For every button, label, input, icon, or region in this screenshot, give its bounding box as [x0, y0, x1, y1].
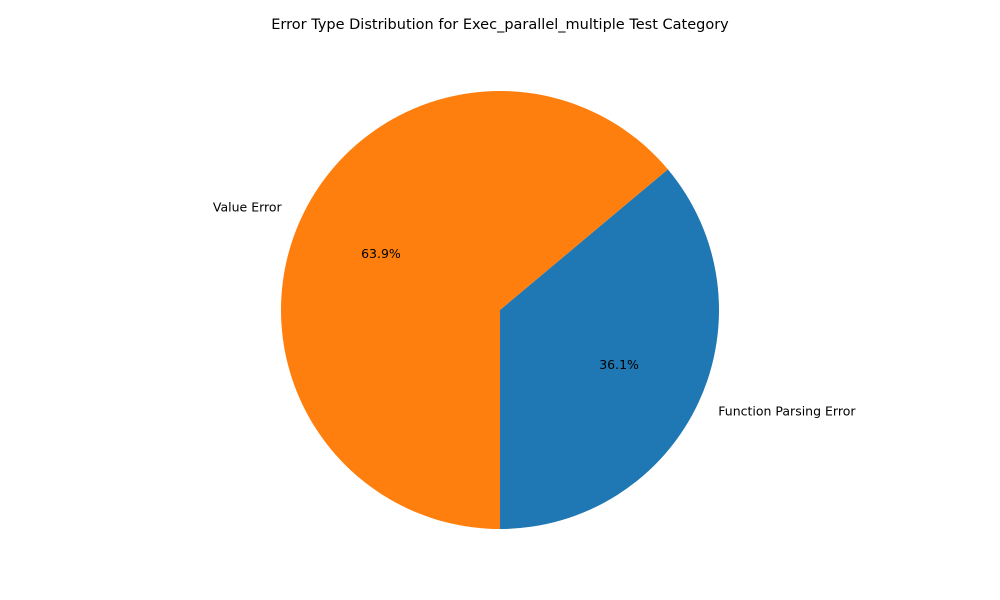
slice-label-1: Value Error — [213, 200, 283, 215]
pie-labels: Function Parsing Error 36.1% Value Error 63… — [213, 200, 856, 419]
pie-slice-1 — [280, 90, 668, 529]
slice-label-0: Function Parsing Error — [718, 403, 856, 418]
pie-slice-0 — [500, 169, 719, 529]
pct-label-0: 36.1% — [599, 357, 639, 372]
pie-slices — [280, 90, 719, 529]
pct-label-1: 63.9% — [361, 246, 401, 261]
chart-title: Error Type Distribution for Exec_paralle… — [271, 17, 729, 33]
